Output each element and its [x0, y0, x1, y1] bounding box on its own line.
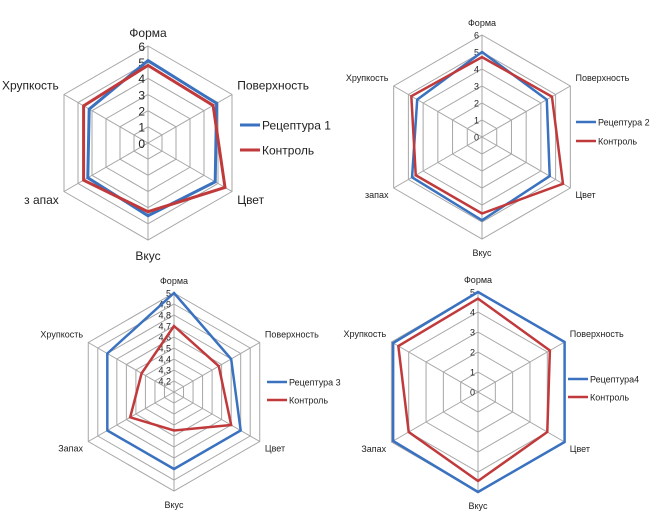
- axis-label: запах: [365, 190, 389, 200]
- tick-label: 4: [474, 65, 479, 75]
- axis-label: Хрупкость: [346, 73, 389, 83]
- axis-label: Вкус: [165, 500, 184, 510]
- axis-label: Запах: [58, 444, 83, 454]
- axis-label: Хрупкость: [40, 330, 83, 340]
- axis-label: Поверхность: [265, 330, 319, 340]
- grid-spoke: [88, 342, 175, 393]
- tick-label: 4,5: [158, 344, 171, 354]
- grid-spoke: [477, 341, 565, 393]
- tick-label: 0: [138, 137, 145, 151]
- tick-label: 4: [138, 72, 145, 86]
- series-line-control: [396, 297, 552, 483]
- grid-spoke: [393, 85, 483, 138]
- radar-chart-3: 4,24,34,44,54,64,74,84,95ФормаПоверхност…: [40, 276, 340, 510]
- series-line-recipe: [86, 58, 219, 218]
- axis-label: Форма: [464, 275, 492, 285]
- tick-label: 4: [470, 308, 475, 318]
- tick-label: 2: [138, 104, 145, 118]
- axis-label: Поверхность: [570, 329, 624, 339]
- axis-label: Форма: [160, 276, 188, 286]
- axis-label: Поверхность: [576, 73, 630, 83]
- grid-spoke: [173, 342, 260, 393]
- tick-label: 3: [470, 328, 475, 338]
- tick-label: 5: [470, 288, 475, 298]
- axis-label: Хрупкость: [2, 79, 59, 93]
- tick-label: 1: [470, 368, 475, 378]
- grid-spoke: [63, 142, 149, 192]
- series-line-control: [82, 63, 227, 214]
- legend-label: Контроль: [598, 136, 637, 146]
- tick-label: 3: [474, 82, 479, 92]
- axis-label: з апах: [24, 193, 59, 207]
- tick-label: 4,3: [158, 366, 171, 376]
- axis-label: Поверхность: [237, 79, 309, 93]
- tick-label: 4,9: [158, 300, 171, 310]
- axis-label: Вкус: [473, 248, 492, 258]
- axis-label: Цвет: [570, 444, 590, 454]
- tick-label: 5: [474, 48, 479, 58]
- tick-label: 4,2: [158, 377, 171, 387]
- tick-label: 4,4: [158, 355, 171, 365]
- axis-label: Цвет: [237, 193, 264, 207]
- grid-spoke: [391, 341, 479, 393]
- series-line-recipe: [106, 291, 243, 471]
- legend-label: Контроль: [262, 144, 314, 158]
- legend-label: Рецептура 2: [598, 117, 650, 127]
- radar-chart-2: 0 1 2 3 4 5 6 Форма Поверхность Цвет Вкус запах Хруп…: [346, 18, 650, 258]
- grid-spoke: [147, 142, 233, 192]
- series-line-recipe: [410, 50, 551, 222]
- axis-label: Вкус: [135, 249, 160, 263]
- axis-label: Форма: [468, 18, 496, 28]
- tick-label: 5: [138, 56, 145, 70]
- tick-label: 6: [138, 40, 145, 54]
- tick-label: 2: [474, 99, 479, 109]
- axis-label: Запах: [361, 444, 386, 454]
- legend-label: Рецептура 3: [289, 377, 341, 387]
- series-line-control: [128, 324, 233, 432]
- axis-label: Цвет: [576, 190, 596, 200]
- axis-label: Вкус: [469, 501, 488, 511]
- series-line-control: [410, 55, 565, 215]
- tick-label: 5: [166, 289, 171, 299]
- grid-spoke: [481, 85, 571, 138]
- tick-label: 6: [474, 31, 479, 41]
- grid-spoke: [63, 94, 149, 144]
- grid-spoke: [173, 391, 260, 442]
- radar-chart-4: 0 1 2 3 4 5 Форма Поверхность Цвет Вкус Запах Хрупк…: [344, 275, 640, 511]
- grid-spoke: [393, 136, 483, 189]
- series-line-recipe: [391, 290, 566, 494]
- tick-label: 4,8: [158, 311, 171, 321]
- tick-label: 2: [470, 348, 475, 358]
- axis-label: Хрупкость: [344, 329, 387, 339]
- tick-label: 0: [470, 388, 475, 398]
- legend-label: Контроль: [289, 395, 328, 405]
- tick-label: 4,7: [158, 322, 171, 332]
- legend-label: Рецептура4: [590, 374, 639, 384]
- tick-label: 1: [474, 116, 479, 126]
- axis-label: Цвет: [265, 444, 285, 454]
- tick-label: 1: [138, 121, 145, 135]
- grid-spoke: [481, 136, 571, 189]
- tick-label: 3: [138, 88, 145, 102]
- legend-label: Рецептура 1: [262, 119, 331, 133]
- legend-label: Контроль: [590, 392, 629, 402]
- axis-label: Форма: [129, 26, 167, 40]
- grid-spoke: [477, 391, 565, 443]
- grid-spoke: [391, 391, 479, 443]
- tick-label: 0: [474, 133, 479, 143]
